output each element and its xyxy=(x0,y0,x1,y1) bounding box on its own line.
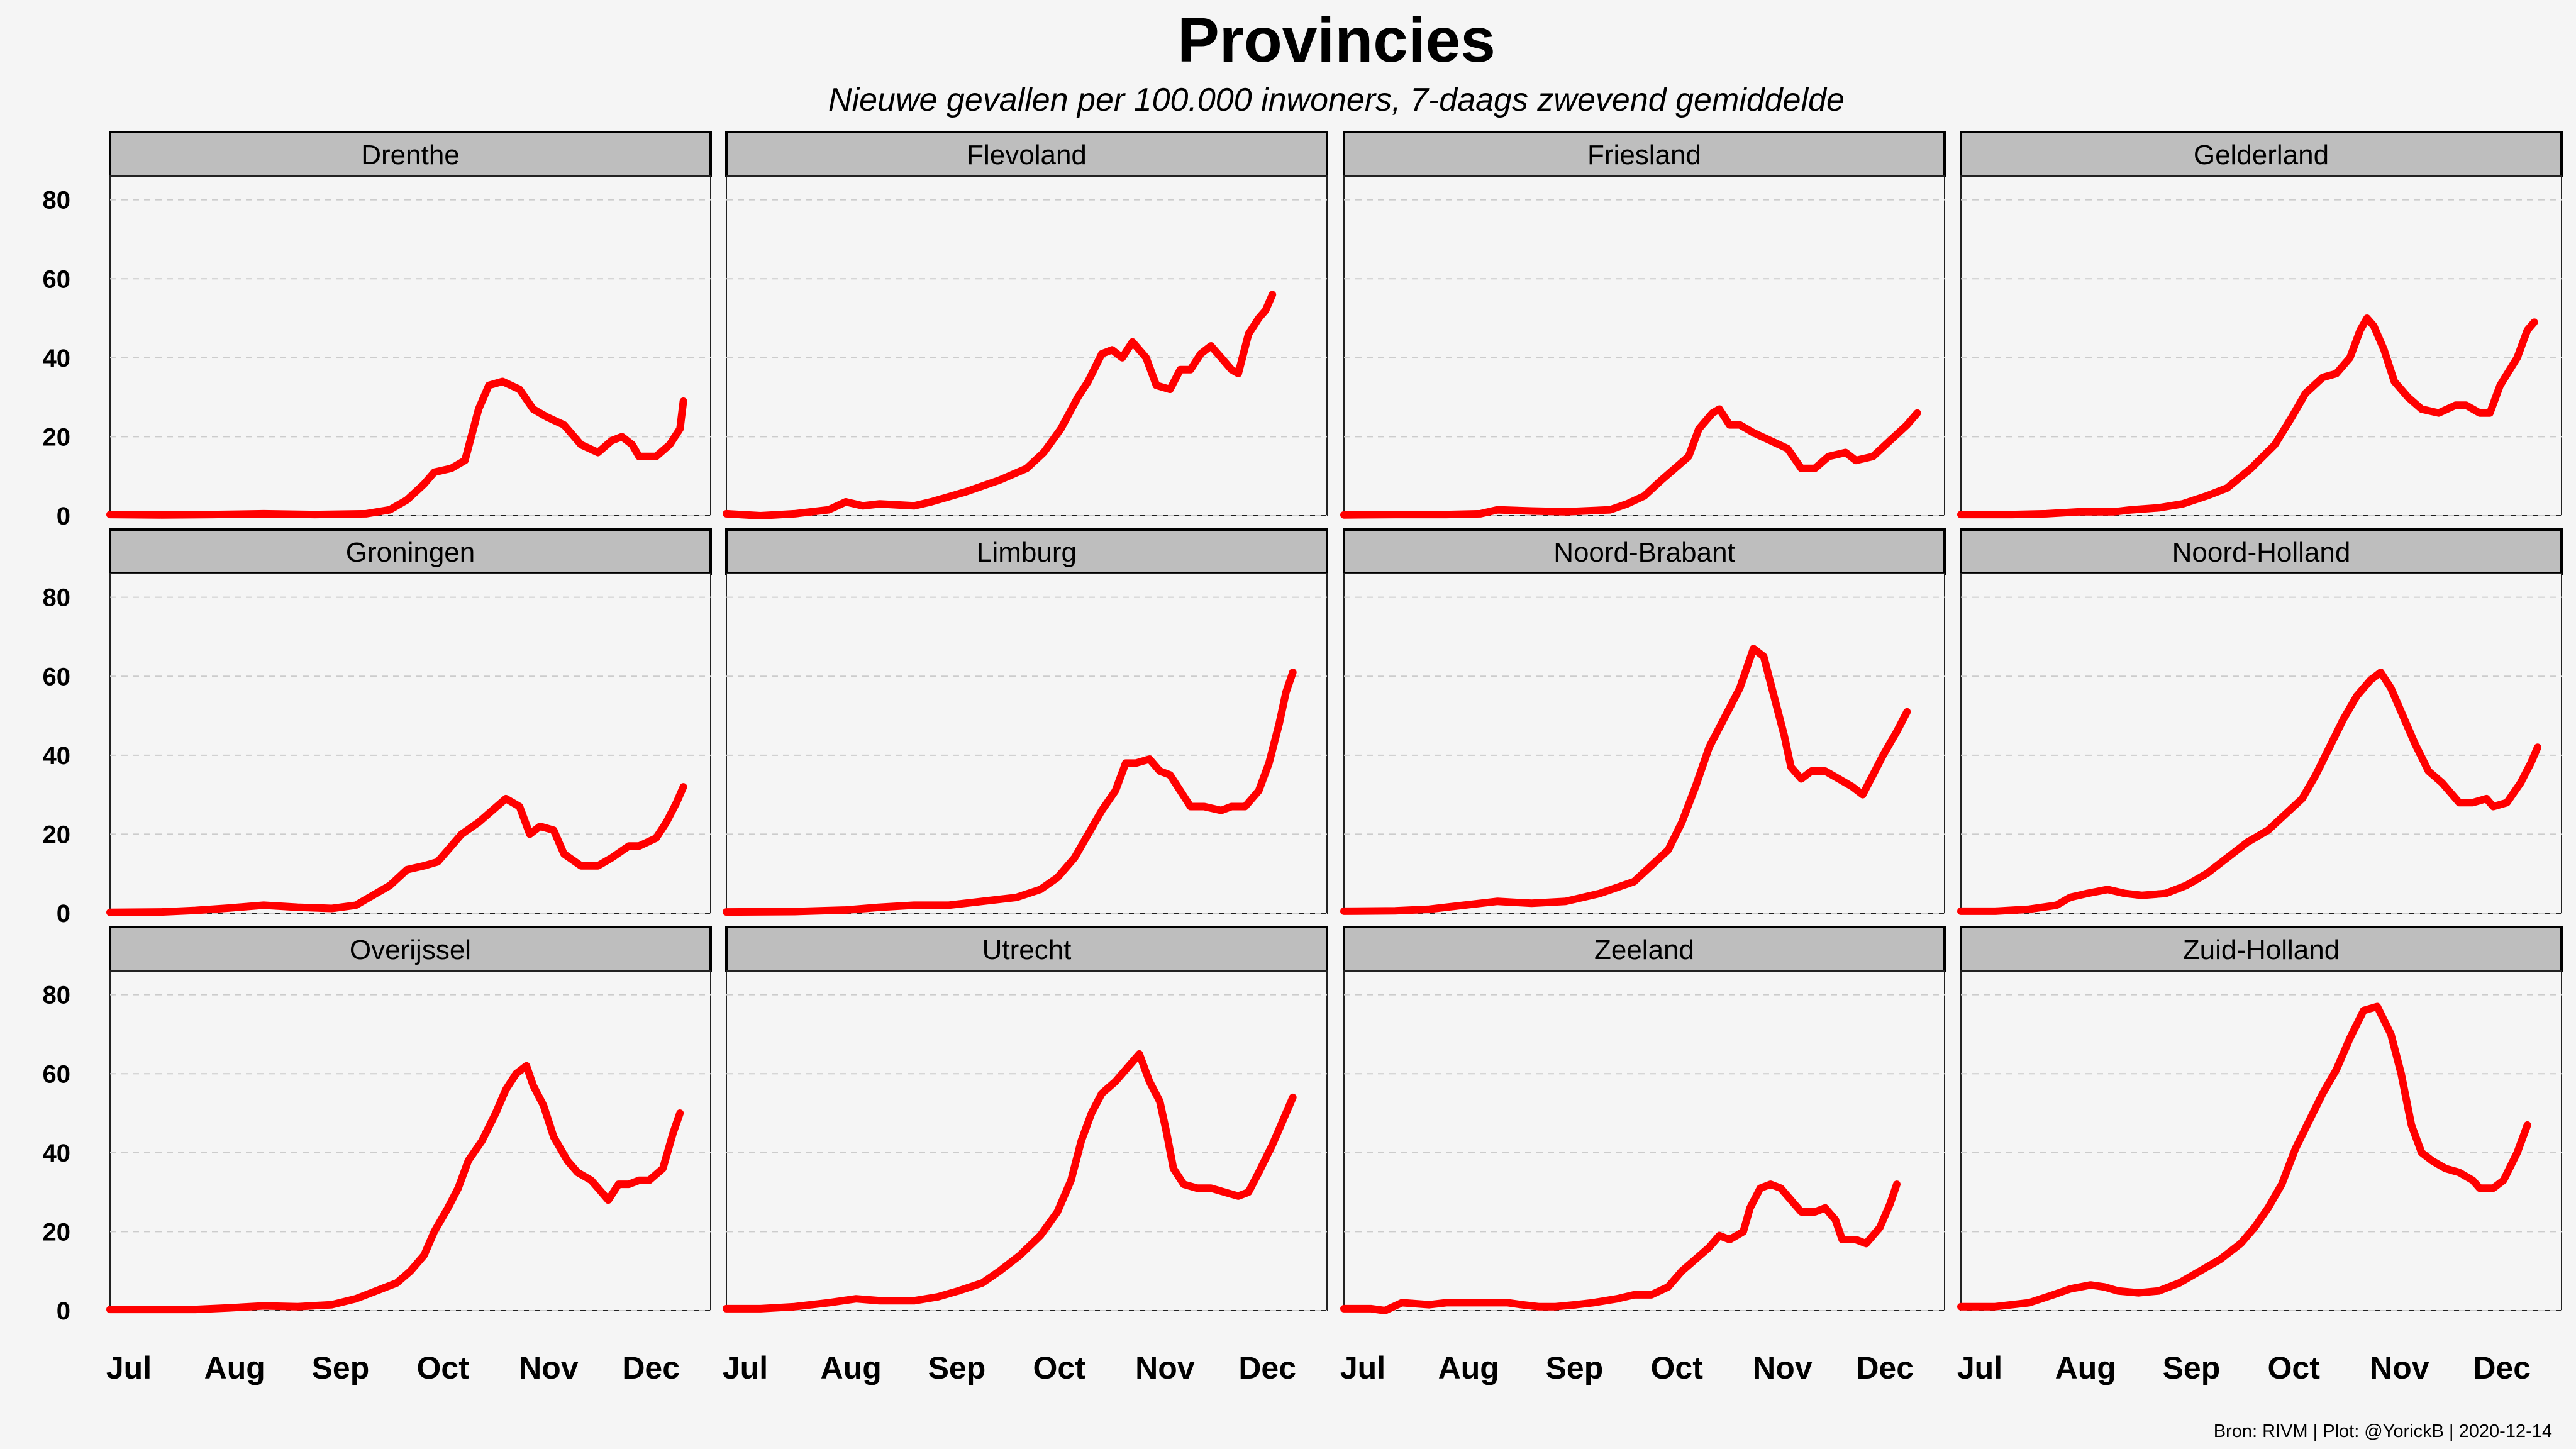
x-tick-label: Jul xyxy=(106,1350,152,1385)
facet-strip xyxy=(109,926,712,972)
facet-label: Utrecht xyxy=(982,935,1072,965)
x-tick-label: Oct xyxy=(1651,1350,1704,1385)
x-tick-label: Jul xyxy=(723,1350,768,1385)
y-tick-label: 40 xyxy=(43,742,71,770)
facet-strip xyxy=(1960,131,2563,177)
facet-strip xyxy=(725,528,1328,575)
x-tick-label: Dec xyxy=(622,1350,680,1385)
facet-label: Noord-Holland xyxy=(2172,537,2351,568)
x-tick-label: Nov xyxy=(1753,1350,1813,1385)
x-tick-label: Aug xyxy=(1438,1350,1499,1385)
x-tick-label: Jul xyxy=(1340,1350,1385,1385)
y-tick-label: 20 xyxy=(43,423,71,451)
y-tick-label: 0 xyxy=(57,502,70,530)
series-line xyxy=(723,291,1277,519)
x-tick-label: Oct xyxy=(1033,1350,1086,1385)
y-tick-label: 20 xyxy=(43,821,71,848)
facet-strip xyxy=(109,528,712,575)
facet-panel xyxy=(1343,573,1945,914)
x-tick-label: Sep xyxy=(1546,1350,1604,1385)
facet-label: Limburg xyxy=(977,537,1077,568)
series-line xyxy=(723,1050,1297,1313)
facet-strip xyxy=(725,926,1328,972)
facet-label: Noord-Brabant xyxy=(1553,537,1735,568)
facet-label: Zeeland xyxy=(1594,935,1694,965)
x-tick-label: Sep xyxy=(312,1350,370,1385)
chart-title: Provincies xyxy=(1177,5,1496,75)
facet-strip xyxy=(1343,528,1946,575)
y-tick-label: 60 xyxy=(43,1060,71,1088)
facet-panel xyxy=(726,175,1328,516)
source-caption: Bron: RIVM | Plot: @YorickB | 2020-12-14 xyxy=(2213,1421,2552,1441)
y-tick-label: 80 xyxy=(43,187,71,214)
facet-panel xyxy=(1343,970,1945,1311)
facet-label: Friesland xyxy=(1587,140,1701,170)
y-tick-label: 80 xyxy=(43,584,71,612)
y-tick-label: 80 xyxy=(43,982,71,1009)
x-tick-label: Nov xyxy=(2370,1350,2429,1385)
facet-strip xyxy=(1343,131,1946,177)
y-tick-label: 0 xyxy=(57,1297,70,1325)
facet-panel xyxy=(1960,970,2562,1311)
y-tick-label: 40 xyxy=(43,345,71,372)
y-tick-label: 20 xyxy=(43,1218,71,1246)
facet-label: Overijssel xyxy=(350,935,471,965)
facet-strip xyxy=(1960,528,2563,575)
x-tick-label: Aug xyxy=(821,1350,882,1385)
facet-panel xyxy=(1960,573,2562,914)
x-tick-label: Oct xyxy=(2268,1350,2321,1385)
series-line xyxy=(1340,645,1911,915)
facet-label: Zuid-Holland xyxy=(2183,935,2340,965)
series-line xyxy=(106,1062,684,1314)
series-line xyxy=(106,783,687,916)
x-tick-label: Sep xyxy=(928,1350,986,1385)
facet-label: Gelderland xyxy=(2194,140,2329,170)
series-line xyxy=(1957,1002,2531,1311)
facet-panel xyxy=(109,573,711,914)
y-tick-label: 60 xyxy=(43,663,71,691)
facet-panel xyxy=(726,970,1328,1311)
facet-panel xyxy=(1960,175,2562,516)
x-tick-label: Nov xyxy=(1135,1350,1195,1385)
x-tick-label: Jul xyxy=(1957,1350,2002,1385)
x-tick-label: Nov xyxy=(519,1350,579,1385)
y-tick-label: 0 xyxy=(57,900,70,928)
series-line xyxy=(1957,669,2541,915)
series-line xyxy=(106,377,687,519)
facet-strip xyxy=(725,131,1328,177)
x-tick-label: Oct xyxy=(417,1350,470,1385)
facet-strip xyxy=(1343,926,1946,972)
series-line xyxy=(723,669,1297,916)
x-tick-label: Aug xyxy=(204,1350,265,1385)
series-line xyxy=(1340,405,1921,519)
facet-panel xyxy=(109,970,711,1311)
facet-panel xyxy=(1343,175,1945,516)
facet-label: Flevoland xyxy=(967,140,1087,170)
facet-panel xyxy=(109,175,711,516)
facet-strip xyxy=(1960,926,2563,972)
x-tick-label: Dec xyxy=(1238,1350,1296,1385)
chart-subtitle: Nieuwe gevallen per 100.000 inwoners, 7-… xyxy=(828,82,1845,118)
x-tick-label: Dec xyxy=(2473,1350,2531,1385)
facet-label: Groningen xyxy=(346,537,475,568)
facet-panel xyxy=(726,573,1328,914)
series-line xyxy=(1340,1180,1901,1314)
facet-label: Drenthe xyxy=(361,140,460,170)
x-tick-label: Aug xyxy=(2055,1350,2116,1385)
x-tick-label: Dec xyxy=(1856,1350,1914,1385)
series-line xyxy=(1957,314,2538,519)
y-tick-label: 40 xyxy=(43,1140,71,1167)
x-tick-label: Sep xyxy=(2163,1350,2221,1385)
y-tick-label: 60 xyxy=(43,265,71,293)
